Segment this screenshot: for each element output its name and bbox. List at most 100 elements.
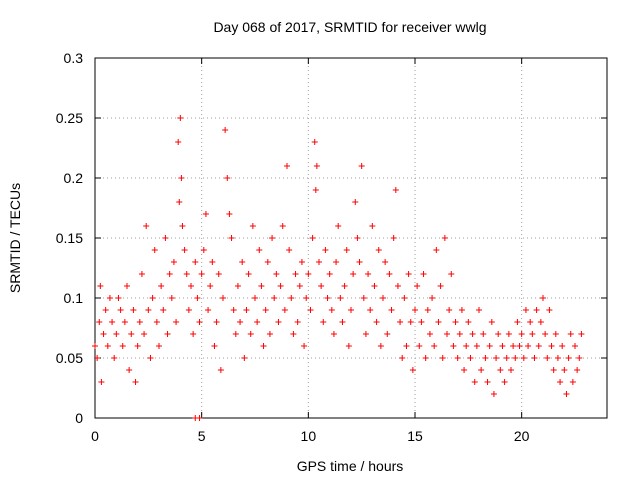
data-point (493, 355, 500, 361)
data-point (405, 271, 412, 277)
data-point (147, 355, 154, 361)
data-point (138, 271, 145, 277)
data-point (461, 367, 468, 373)
data-point (298, 259, 305, 265)
data-point (565, 355, 572, 361)
data-point (463, 343, 470, 349)
data-point (170, 259, 177, 265)
data-point (205, 307, 212, 313)
data-point (215, 271, 222, 277)
data-point (352, 199, 359, 205)
data-point (416, 343, 423, 349)
data-point (288, 295, 295, 301)
data-point (224, 175, 231, 181)
x-tick-label: 20 (514, 428, 530, 444)
data-point (237, 319, 244, 325)
data-point (220, 295, 226, 301)
data-point (572, 343, 578, 349)
data-point (458, 307, 465, 313)
data-point (382, 259, 389, 265)
data-point (422, 355, 429, 361)
data-point (343, 247, 350, 253)
data-point (501, 379, 508, 385)
x-tick-label: 10 (301, 428, 317, 444)
data-point (467, 355, 474, 361)
data-point (557, 379, 564, 385)
data-point (401, 295, 408, 301)
data-point (446, 307, 453, 313)
data-point (480, 331, 487, 337)
data-point (345, 343, 352, 349)
data-point (337, 295, 344, 301)
x-axis-label: GPS time / hours (297, 458, 404, 474)
data-point (196, 319, 203, 325)
data-point (166, 271, 173, 277)
data-point (535, 343, 542, 349)
data-point (495, 331, 502, 337)
data-point (177, 115, 184, 121)
data-point (98, 379, 105, 385)
data-point (544, 355, 551, 361)
data-point (484, 379, 491, 385)
data-point (312, 187, 319, 193)
data-point (178, 175, 185, 181)
data-point (518, 331, 525, 337)
data-point (354, 235, 361, 241)
data-point (399, 355, 406, 361)
data-point (209, 259, 216, 265)
data-point (533, 307, 540, 313)
data-point (505, 331, 512, 337)
data-point (326, 271, 333, 277)
data-point (200, 247, 207, 253)
y-tick-label: 0.15 (56, 230, 83, 246)
data-point (559, 343, 566, 349)
data-point (388, 307, 395, 313)
data-point (444, 331, 450, 337)
data-point (420, 271, 427, 277)
data-point (153, 319, 160, 325)
data-point (173, 319, 180, 325)
data-point (550, 367, 557, 373)
data-point (452, 319, 459, 325)
data-point (279, 223, 286, 229)
data-point (348, 307, 354, 313)
data-point (234, 283, 241, 289)
data-point (516, 343, 523, 349)
data-point (232, 331, 239, 337)
data-point (514, 319, 521, 325)
data-point (164, 331, 171, 337)
data-point (149, 295, 156, 301)
data-point (358, 163, 365, 169)
data-point (222, 127, 229, 133)
data-point (373, 319, 380, 325)
data-point (162, 235, 169, 241)
data-point (126, 367, 133, 373)
y-tick-label: 0.05 (56, 350, 83, 366)
data-point (269, 235, 276, 241)
data-point (160, 307, 167, 313)
grid-layer (95, 58, 607, 418)
data-point (202, 211, 209, 217)
data-point (375, 247, 382, 253)
data-point (188, 283, 194, 289)
data-point (350, 271, 357, 277)
data-point (322, 247, 329, 253)
data-point (194, 295, 201, 301)
data-point (390, 235, 397, 241)
data-point (94, 355, 101, 361)
data-point (262, 307, 269, 313)
data-point (412, 307, 418, 313)
data-point (522, 307, 529, 313)
points-layer (92, 115, 585, 421)
data-point (113, 331, 120, 337)
data-point (426, 331, 433, 337)
data-point (531, 355, 538, 361)
data-point (576, 355, 583, 361)
data-point (258, 283, 265, 289)
data-point (362, 331, 369, 337)
data-point (275, 319, 282, 325)
data-point (569, 379, 576, 385)
x-tick-label: 5 (198, 428, 206, 444)
tick-layer: 0 0.05 0.1 0.15 0.2 0.25 0.3 0 5 10 15 20 (56, 50, 607, 444)
